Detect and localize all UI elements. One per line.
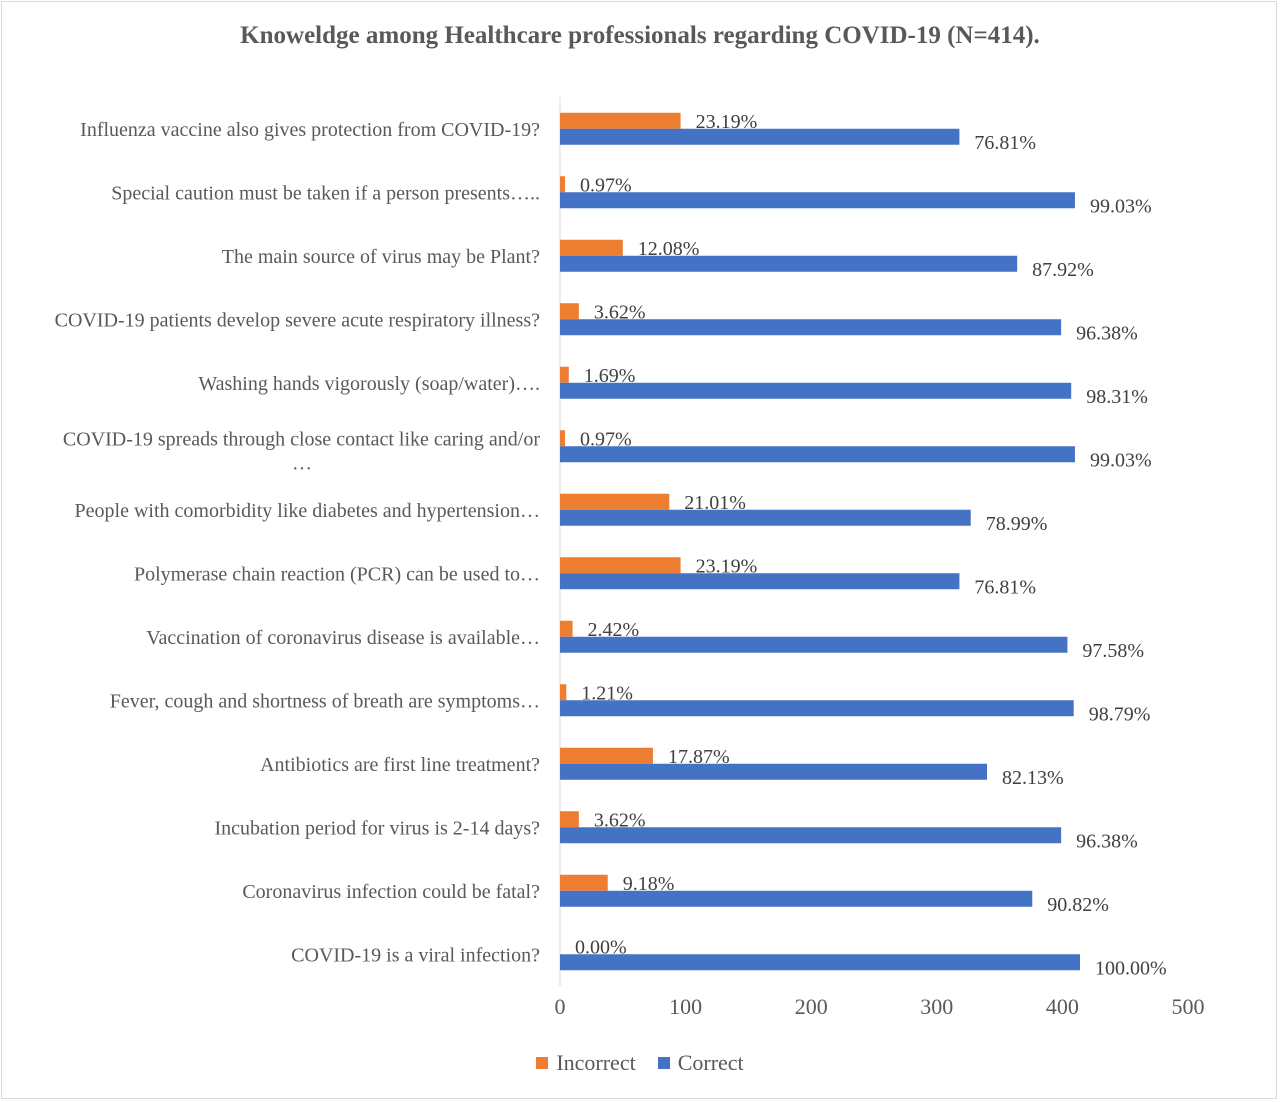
data-label-incorrect: 0.97% — [580, 174, 632, 196]
category-label: Vaccination of coronavirus disease is av… — [146, 627, 540, 649]
x-tick-label: 500 — [1172, 994, 1205, 1019]
bar-incorrect — [560, 239, 623, 256]
chart-title: Knoweldge among Healthcare professionals… — [240, 22, 1040, 49]
category-label: COVID-19 is a viral infection? — [291, 944, 540, 966]
bar-incorrect — [560, 620, 573, 637]
data-label-incorrect: 0.00% — [575, 936, 627, 958]
x-tick-label: 200 — [795, 994, 828, 1019]
bar-correct — [560, 446, 1075, 463]
data-label-incorrect: 1.69% — [584, 365, 636, 387]
data-label-correct: 98.31% — [1086, 386, 1148, 408]
data-label-correct: 99.03% — [1090, 195, 1152, 217]
data-label-correct: 97.58% — [1082, 640, 1144, 662]
legend-item-correct: Correct — [657, 1050, 744, 1076]
category-label: Polymerase chain reaction (PCR) can be u… — [134, 563, 540, 585]
x-tick-label: 100 — [669, 994, 702, 1019]
category-label: Incubation period for virus is 2-14 days… — [215, 817, 541, 839]
data-label-correct: 99.03% — [1090, 449, 1152, 471]
data-label-correct: 90.82% — [1047, 894, 1109, 916]
legend: Incorrect Correct — [0, 1050, 1280, 1076]
data-label-correct: 76.81% — [974, 132, 1036, 154]
data-label-correct: 87.92% — [1032, 259, 1094, 281]
bar-incorrect — [560, 557, 681, 574]
category-label: Coronavirus infection could be fatal? — [242, 881, 540, 903]
bar-incorrect — [560, 493, 670, 510]
bar-correct — [560, 827, 1062, 844]
bar-correct — [560, 954, 1080, 971]
bar-correct — [560, 763, 988, 780]
category-label: People with comorbidity like diabetes an… — [75, 500, 540, 522]
x-tick-label: 400 — [1046, 994, 1079, 1019]
category-label: COVID-19 spreads through close contact l… — [63, 428, 540, 474]
data-label-correct: 100.00% — [1095, 957, 1167, 979]
data-label-incorrect: 23.19% — [696, 111, 758, 133]
bar-correct — [560, 319, 1062, 336]
bar-incorrect — [560, 747, 653, 764]
legend-label-correct: Correct — [677, 1050, 744, 1075]
data-label-incorrect: 17.87% — [668, 746, 730, 768]
bar-incorrect — [560, 684, 567, 701]
data-label-incorrect: 0.97% — [580, 428, 632, 450]
bar-correct — [560, 192, 1075, 209]
data-label-incorrect: 1.21% — [581, 682, 633, 704]
category-label: Fever, cough and shortness of breath are… — [110, 690, 540, 712]
x-tick-label: 300 — [920, 994, 953, 1019]
bar-correct — [560, 890, 1033, 907]
data-label-incorrect: 12.08% — [638, 238, 700, 260]
x-tick-label: 0 — [555, 994, 566, 1019]
bar-correct — [560, 509, 971, 526]
data-label-incorrect: 9.18% — [623, 873, 675, 895]
bar-correct — [560, 700, 1074, 717]
legend-item-incorrect: Incorrect — [536, 1050, 636, 1076]
data-label-correct: 76.81% — [974, 576, 1036, 598]
data-label-correct: 82.13% — [1002, 767, 1064, 789]
data-label-incorrect: 21.01% — [684, 492, 746, 514]
bar-incorrect — [560, 303, 579, 320]
bar-incorrect — [560, 112, 681, 129]
data-label-incorrect: 2.42% — [588, 619, 640, 641]
legend-swatch-incorrect — [536, 1057, 549, 1069]
data-label-incorrect: 23.19% — [696, 555, 758, 577]
bar-incorrect — [560, 811, 579, 828]
bar-correct — [560, 636, 1068, 653]
category-label: COVID-19 patients develop severe acute r… — [55, 309, 541, 331]
bar-correct — [560, 128, 960, 145]
data-label-incorrect: 3.62% — [594, 809, 646, 831]
bar-incorrect — [560, 874, 608, 891]
bar-correct — [560, 382, 1072, 399]
data-label-correct: 96.38% — [1076, 322, 1138, 344]
legend-swatch-correct — [657, 1057, 670, 1069]
category-label: Influenza vaccine also gives protection … — [80, 119, 540, 141]
category-label: Antibiotics are first line treatment? — [260, 754, 540, 776]
bar-incorrect — [560, 366, 569, 383]
bar-incorrect — [560, 430, 566, 447]
category-label: Special caution must be taken if a perso… — [111, 182, 540, 204]
bar-correct — [560, 573, 960, 590]
legend-label-incorrect: Incorrect — [556, 1050, 636, 1075]
bar-correct — [560, 255, 1018, 272]
bar-incorrect — [560, 176, 566, 193]
data-label-correct: 78.99% — [986, 513, 1048, 535]
data-label-correct: 96.38% — [1076, 830, 1138, 852]
category-label: The main source of virus may be Plant? — [222, 246, 540, 268]
data-label-correct: 98.79% — [1089, 703, 1151, 725]
category-label: Washing hands vigorously (soap/water)…. — [198, 373, 540, 395]
data-label-incorrect: 3.62% — [594, 301, 646, 323]
